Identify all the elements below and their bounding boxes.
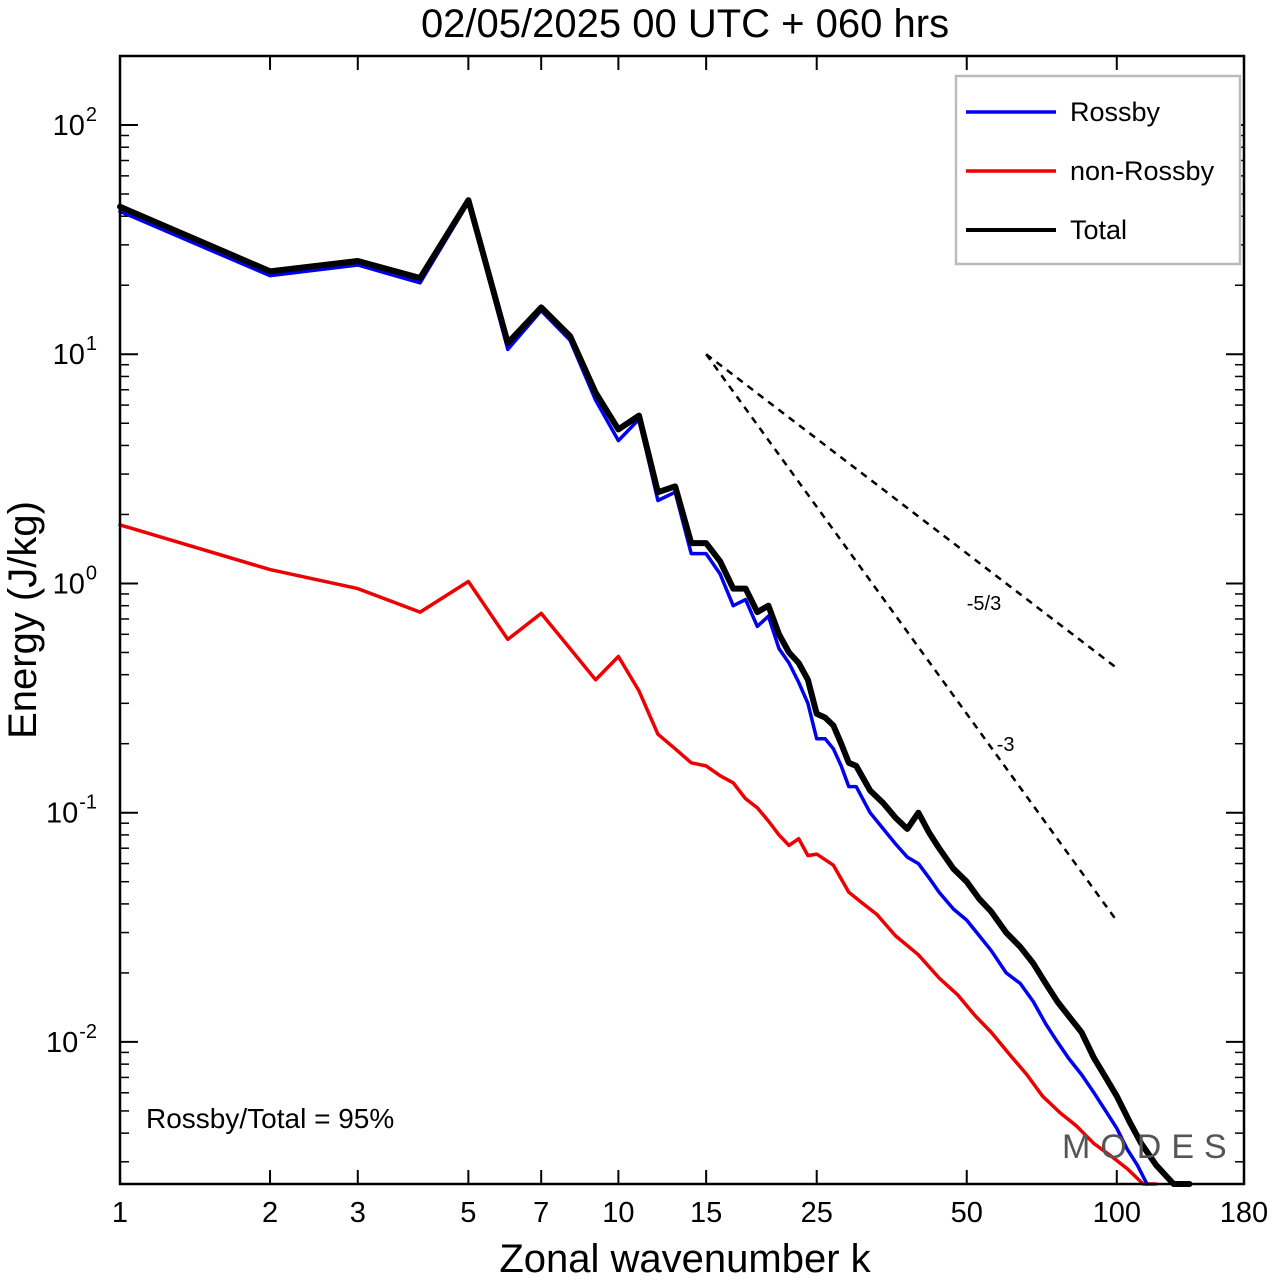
y-tick-label: 10: [53, 110, 85, 142]
series-line-non-rossby: [118, 523, 1158, 1186]
axis-ticks: [119, 55, 1245, 1184]
slope-line: [705, 353, 1118, 670]
y-tick-exponent: 2: [86, 104, 97, 126]
y-axis-label: Energy (J/kg): [1, 501, 45, 739]
y-tick-label: 10: [53, 568, 85, 600]
x-tick-label: 5: [460, 1197, 476, 1229]
x-tick-labels: 1 2 3 5 7 10 15 25 50 100 180: [112, 1197, 1268, 1229]
slope-label: -5/3: [967, 593, 1001, 615]
y-tick-label: 10: [53, 339, 85, 371]
slope-label: -3: [997, 734, 1015, 756]
legend-label: Rossby: [1070, 97, 1161, 127]
y-tick-label: 10: [46, 798, 78, 830]
legend-label: non-Rossby: [1070, 156, 1215, 186]
plot-frame: [118, 54, 1246, 1186]
x-tick-label: 2: [262, 1197, 278, 1229]
x-tick-label: 1: [112, 1197, 128, 1229]
y-tick-label: 10: [46, 1027, 78, 1059]
chart-title: 02/05/2025 00 UTC + 060 hrs: [421, 2, 949, 46]
series-line-total: [117, 197, 1193, 1187]
x-tick-label: 50: [951, 1197, 983, 1229]
x-tick-label: 15: [690, 1197, 722, 1229]
x-tick-label: 3: [350, 1197, 366, 1229]
legend-label: Total: [1070, 215, 1127, 245]
x-tick-label: 7: [533, 1197, 549, 1229]
x-tick-label: 25: [801, 1197, 833, 1229]
x-axis-label: Zonal wavenumber k: [499, 1237, 871, 1281]
x-tick-label: 180: [1220, 1197, 1268, 1229]
y-tick-exponent: 1: [86, 333, 97, 355]
series-lines: [117, 197, 1193, 1187]
y-tick-exponent: -2: [79, 1021, 97, 1043]
rossby-ratio-annotation: Rossby/Total = 95%: [146, 1103, 394, 1134]
legend: Rossby non-Rossby Total: [954, 74, 1242, 266]
y-tick-exponent: 0: [86, 562, 97, 584]
modes-watermark: MODES: [1062, 1128, 1237, 1166]
y-tick-exponent: -1: [79, 792, 97, 814]
x-tick-label: 10: [602, 1197, 634, 1229]
reference-slopes: -5/3 -3: [705, 353, 1118, 922]
x-tick-label: 100: [1093, 1197, 1141, 1229]
slope-line: [705, 353, 1118, 922]
series-line-rossby: [118, 200, 1149, 1186]
